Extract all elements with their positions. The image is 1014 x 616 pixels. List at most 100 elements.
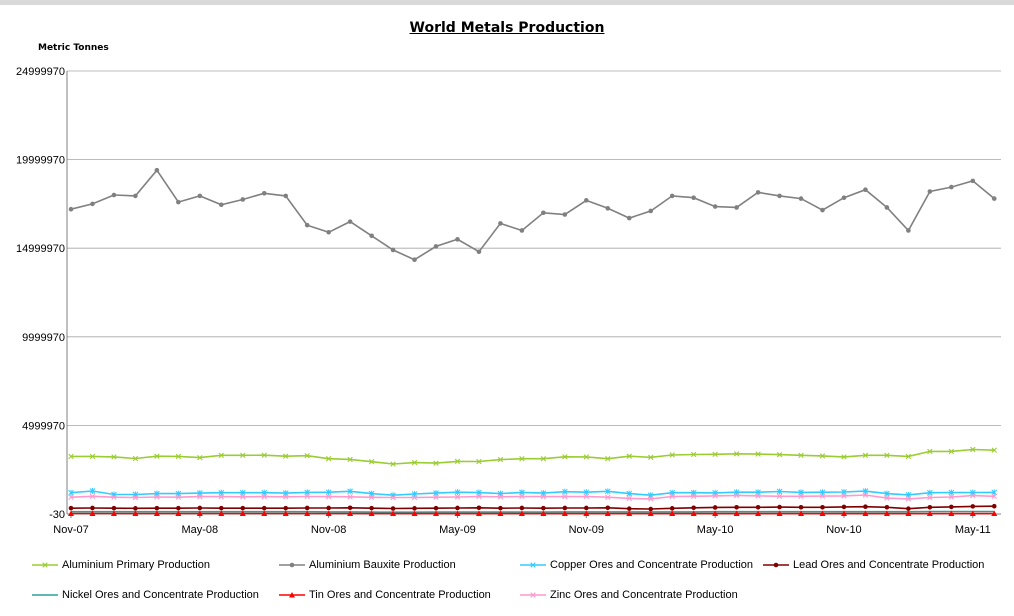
data-point [283, 193, 289, 199]
data-point [626, 490, 633, 497]
data-point [948, 494, 955, 500]
data-point [884, 452, 890, 459]
y-tick-label: 19999970 [16, 155, 65, 167]
data-point [89, 487, 96, 494]
data-point [519, 493, 525, 500]
data-point [669, 510, 676, 517]
data-point [240, 505, 246, 511]
series-line [70, 505, 995, 510]
data-point [519, 228, 525, 233]
data-point [561, 510, 568, 517]
data-point [991, 196, 997, 201]
data-point [926, 510, 933, 517]
data-point [540, 493, 547, 500]
x-tick-label: May-10 [697, 524, 734, 536]
data-point [776, 493, 783, 499]
data-point [154, 453, 160, 459]
data-point [454, 489, 461, 496]
data-point [862, 510, 869, 517]
data-point [863, 504, 868, 510]
data-point [369, 505, 374, 511]
data-point [497, 456, 504, 463]
data-point [411, 494, 418, 501]
data-point [454, 494, 461, 500]
data-point [455, 505, 460, 511]
data-point [498, 221, 503, 226]
data-point [411, 510, 418, 517]
data-point [841, 493, 847, 499]
data-point [412, 257, 417, 263]
data-point [605, 494, 611, 500]
data-point [239, 510, 246, 516]
x-tick-label: Nov-08 [311, 524, 346, 536]
data-point [111, 494, 117, 500]
data-point [562, 493, 568, 500]
data-point [325, 456, 332, 462]
data-point [669, 193, 675, 199]
data-point [604, 488, 611, 495]
data-point [798, 510, 805, 517]
data-point [68, 510, 74, 516]
data-point [197, 454, 203, 461]
data-point [583, 489, 590, 496]
data-point [949, 504, 954, 510]
data-point [905, 510, 912, 517]
data-point [218, 493, 224, 500]
data-point [604, 510, 611, 517]
data-point [347, 488, 353, 495]
data-point [132, 510, 139, 516]
data-point [948, 489, 955, 496]
data-point [390, 461, 396, 467]
data-point [197, 193, 203, 199]
data-point [991, 493, 997, 499]
data-point [755, 451, 761, 457]
data-point [240, 494, 246, 500]
data-point [390, 506, 396, 511]
data-point [626, 215, 632, 221]
data-point [712, 493, 718, 499]
data-point [991, 447, 997, 453]
data-point [154, 494, 160, 500]
data-point [819, 493, 826, 499]
data-point [906, 228, 911, 233]
data-point [304, 222, 310, 228]
data-point [261, 190, 267, 196]
data-point [712, 510, 719, 517]
data-point [347, 456, 353, 463]
data-point [454, 510, 461, 517]
data-point [111, 454, 117, 460]
data-point [712, 451, 718, 457]
data-point [89, 493, 96, 499]
data-point [326, 229, 331, 235]
data-point [755, 504, 761, 510]
data-point [927, 504, 933, 510]
data-point [948, 510, 955, 517]
y-tick-label: -30 [49, 509, 65, 521]
data-point [798, 196, 804, 201]
data-point [411, 459, 418, 466]
data-point [476, 458, 482, 465]
data-point [326, 505, 331, 511]
x-tick-label: May-09 [439, 524, 476, 536]
top-border [0, 0, 1014, 5]
data-point [840, 510, 847, 517]
data-point [304, 453, 310, 459]
data-point [175, 453, 182, 460]
data-point [240, 452, 246, 459]
data-point [325, 489, 332, 496]
data-point [798, 452, 804, 459]
data-point [176, 505, 181, 511]
data-point [561, 488, 568, 495]
data-point [475, 510, 482, 517]
data-point [991, 510, 998, 517]
data-point [325, 510, 332, 516]
data-point [111, 192, 117, 198]
data-point [476, 493, 482, 500]
data-point [776, 488, 783, 495]
data-point [498, 505, 503, 511]
data-point [841, 454, 847, 460]
data-point [68, 453, 74, 460]
data-point [519, 505, 525, 511]
data-point [798, 504, 804, 510]
data-point [347, 505, 353, 511]
